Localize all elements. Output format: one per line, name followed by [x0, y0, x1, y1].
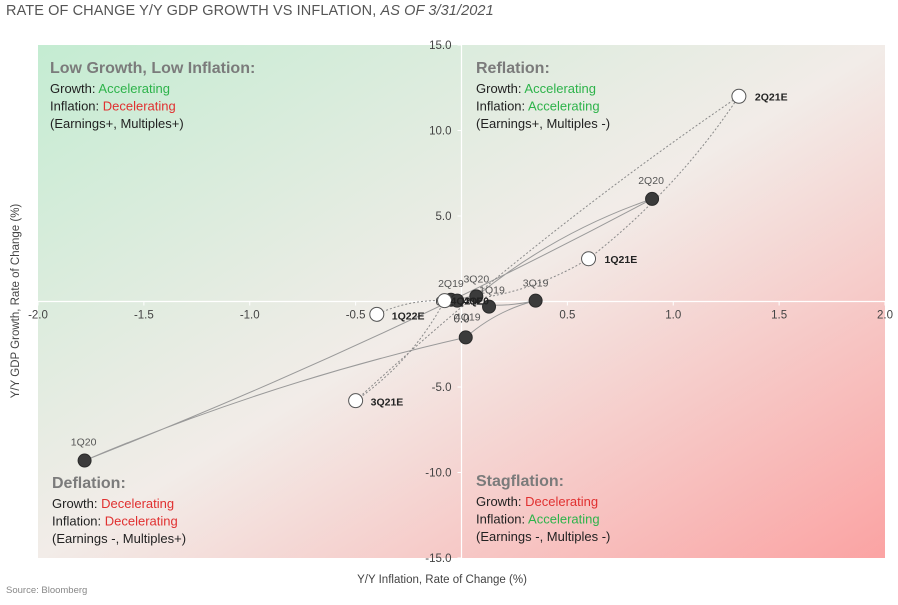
point-3q19: [528, 293, 543, 308]
quadrant-line-value: Decelerating: [525, 494, 598, 509]
quadrant-line-bottom-left: (Earnings -, Multiples+): [52, 531, 186, 546]
actual-series-line: [84, 198, 653, 461]
y-axis-label: Y/Y GDP Growth, Rate of Change (%): [10, 204, 22, 399]
quadrant-line-top-left: (Earnings+, Multiples+): [50, 116, 184, 131]
point-4q21e: [437, 293, 453, 309]
point-label-3q19: 3Q19: [523, 278, 549, 290]
quadrant-line-prefix: Inflation:: [476, 512, 528, 527]
quadrant-title-top-right: Reflation:: [476, 60, 550, 77]
quadrant-labels: Low Growth, Low Inflation: Growth: Accele…: [50, 60, 610, 546]
quadrant-line-prefix: Inflation:: [50, 99, 103, 114]
y-tick-label: -5.0: [432, 382, 452, 394]
quadrant-line-prefix: (Earnings+, Multiples -): [476, 116, 610, 131]
quadrant-line-bottom-right: (Earnings -, Multiples -): [476, 529, 610, 544]
x-tick-label: -0.5: [346, 310, 366, 322]
y-tick-label: 5.0: [436, 211, 452, 223]
source-note: Source: Bloomberg: [6, 585, 87, 596]
point-label-2q19: 2Q19: [438, 278, 464, 290]
point-label-3q21e: 3Q21E: [371, 397, 404, 409]
quadrant-line-bottom-right: Growth: Decelerating: [476, 494, 598, 509]
point-label-2q20: 2Q20: [638, 175, 664, 187]
quadrant-line-prefix: Growth:: [52, 496, 101, 511]
point-label-4q20: 4Q20: [463, 296, 489, 308]
point-label-1q21e: 1Q21E: [605, 254, 638, 266]
x-axis-label: Y/Y Inflation, Rate of Change (%): [357, 574, 527, 586]
quadrant-line-top-left: Inflation: Decelerating: [50, 99, 176, 114]
quadrant-line-prefix: Inflation:: [52, 514, 105, 529]
point-3q21e: [348, 393, 364, 409]
quadrant-line-value: Decelerating: [103, 99, 176, 114]
quadrant-line-value: Accelerating: [98, 81, 170, 96]
data-points: 1Q19 2Q19 3Q19 4Q19 1Q20 2Q20 3Q20 4Q20 1Q21E 2Q2…: [71, 88, 788, 468]
point-4q19: [458, 330, 473, 345]
quadrant-line-bottom-left: Inflation: Decelerating: [52, 514, 178, 529]
quadrant-title-bottom-left: Deflation:: [52, 475, 126, 492]
x-tick-label: -1.0: [240, 310, 260, 322]
x-tick-label: 1.5: [771, 310, 787, 322]
point-label-1q22e: 1Q22E: [392, 310, 425, 322]
point-label-1q20: 1Q20: [71, 437, 97, 449]
quadrant-line-top-right: (Earnings+, Multiples -): [476, 116, 610, 131]
quadrant-line-value: Decelerating: [101, 496, 174, 511]
x-origin-label: 0.0: [454, 314, 470, 326]
quadrant-line-value: Accelerating: [528, 512, 600, 527]
chart-title: RATE OF CHANGE Y/Y GDP GROWTH VS INFLATI…: [6, 3, 494, 19]
y-tick-label: -10.0: [425, 468, 451, 480]
chart-title-asof: AS OF 3/31/2021: [380, 3, 494, 19]
quadrant-line-value: Accelerating: [524, 81, 596, 96]
series-paths: [84, 95, 740, 461]
quadrant-line-top-left: Growth: Accelerating: [50, 81, 170, 96]
estimate-series-line: [355, 95, 740, 402]
point-1q21e: [581, 251, 597, 267]
quadrant-line-bottom-right: Inflation: Accelerating: [476, 512, 600, 527]
quadrant-line-prefix: (Earnings -, Multiples+): [52, 531, 186, 546]
point-label-4q19: 4Q19: [455, 311, 481, 323]
point-1q20: [77, 453, 92, 468]
point-label-1q19: 1Q19: [479, 285, 505, 297]
x-tick-label: 1.0: [665, 310, 681, 322]
y-tick-label: 15.0: [429, 40, 451, 52]
x-tick-label: -2.0: [28, 310, 48, 322]
point-1q22e: [369, 306, 385, 322]
x-tick-label: 2.0: [877, 310, 893, 322]
quadrant-line-prefix: Growth:: [50, 81, 98, 96]
point-label-3q20: 3Q20: [463, 273, 489, 285]
quadrant-line-prefix: (Earnings -, Multiples -): [476, 529, 610, 544]
quadrant-line-value: Accelerating: [528, 99, 600, 114]
quadrant-title-bottom-right: Stagflation:: [476, 473, 564, 490]
chart-title-main: RATE OF CHANGE Y/Y GDP GROWTH VS INFLATI…: [6, 3, 381, 19]
x-tick-label: 0.5: [559, 310, 575, 322]
x-tick-label: -1.5: [134, 310, 154, 322]
point-label-4q21e: 4Q21E: [451, 296, 484, 308]
quadrant-line-prefix: Growth:: [476, 494, 525, 509]
y-tick-label: -15.0: [425, 553, 451, 565]
quadrant-title-top-left: Low Growth, Low Inflation:: [50, 60, 255, 77]
quadrant-line-top-right: Inflation: Accelerating: [476, 99, 600, 114]
point-label-2q21e: 2Q21E: [755, 91, 788, 103]
quadrant-line-prefix: Growth:: [476, 81, 524, 96]
y-tick-label: 10.0: [429, 126, 451, 138]
quadrant-line-bottom-left: Growth: Decelerating: [52, 496, 174, 511]
point-2q21e: [731, 88, 747, 104]
quadrant-line-top-right: Growth: Accelerating: [476, 81, 596, 96]
quadrant-line-prefix: (Earnings+, Multiples+): [50, 116, 184, 131]
point-1q19: [482, 299, 497, 314]
quadrant-line-value: Decelerating: [105, 514, 178, 529]
point-2q20: [645, 191, 660, 206]
point-3q20: [469, 289, 484, 304]
quadrant-line-prefix: Inflation:: [476, 99, 528, 114]
